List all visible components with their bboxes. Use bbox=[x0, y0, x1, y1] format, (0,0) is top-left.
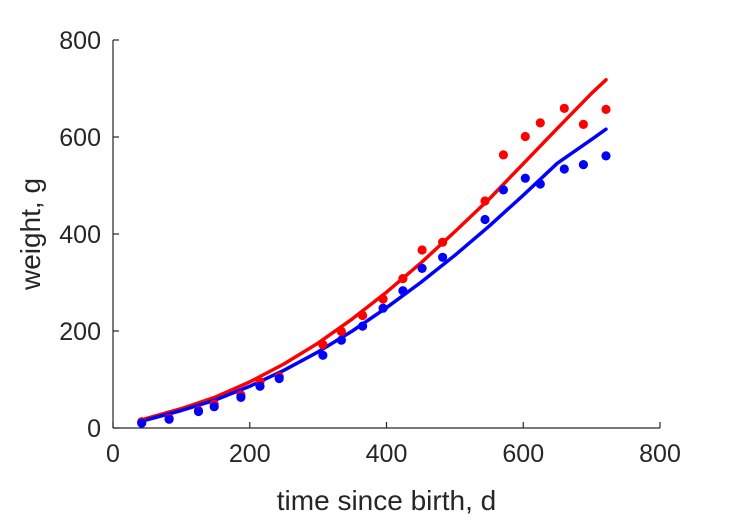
data-point bbox=[398, 286, 408, 296]
data-point bbox=[417, 245, 427, 255]
fit-line-3 bbox=[139, 127, 608, 423]
y-tick-label: 800 bbox=[59, 27, 101, 55]
data-point bbox=[438, 237, 448, 247]
data-point bbox=[520, 173, 530, 183]
data-point bbox=[559, 103, 569, 113]
x-tick-label: 800 bbox=[639, 440, 681, 468]
x-axis-label: time since birth, d bbox=[277, 485, 496, 516]
data-point bbox=[601, 151, 611, 161]
data-point bbox=[336, 335, 346, 345]
data-point bbox=[535, 118, 545, 128]
data-point bbox=[535, 179, 545, 189]
data-point bbox=[358, 310, 368, 321]
data-point bbox=[601, 104, 611, 114]
data-point bbox=[209, 402, 219, 412]
data-point bbox=[236, 392, 246, 402]
data-point bbox=[578, 119, 589, 129]
data-point bbox=[398, 274, 408, 284]
data-point bbox=[137, 418, 147, 428]
y-tick-label: 600 bbox=[59, 124, 101, 152]
data-point bbox=[358, 321, 368, 331]
y-tick-label: 0 bbox=[87, 415, 101, 443]
data-point bbox=[255, 381, 265, 391]
y-tick-label: 200 bbox=[59, 318, 101, 346]
data-point bbox=[417, 263, 427, 273]
x-tick-label: 600 bbox=[502, 440, 544, 468]
fit-line-2 bbox=[139, 78, 608, 422]
axes: 0 200 400 600 800 0 200 400 600 800 bbox=[59, 27, 681, 468]
data-point bbox=[274, 373, 284, 384]
x-tick-label: 400 bbox=[366, 440, 408, 468]
x-tick-label: 0 bbox=[106, 440, 120, 468]
data-point bbox=[438, 252, 448, 262]
data-point bbox=[520, 131, 530, 142]
data-point bbox=[480, 196, 490, 206]
data-point bbox=[480, 214, 490, 225]
data-point bbox=[559, 164, 569, 174]
data-point bbox=[164, 414, 174, 424]
data-point bbox=[378, 303, 388, 313]
data-point bbox=[498, 150, 508, 160]
x-tick-label: 200 bbox=[229, 440, 271, 468]
y-tick-label: 400 bbox=[59, 221, 101, 249]
data-point bbox=[336, 326, 346, 337]
data-point bbox=[498, 185, 508, 195]
y-axis-label: weight, g bbox=[15, 178, 46, 291]
data-point bbox=[318, 340, 328, 350]
data-point bbox=[578, 160, 589, 170]
data-point bbox=[378, 294, 388, 304]
data-point bbox=[193, 406, 204, 417]
data-point bbox=[318, 350, 328, 360]
plot-area bbox=[137, 78, 611, 428]
